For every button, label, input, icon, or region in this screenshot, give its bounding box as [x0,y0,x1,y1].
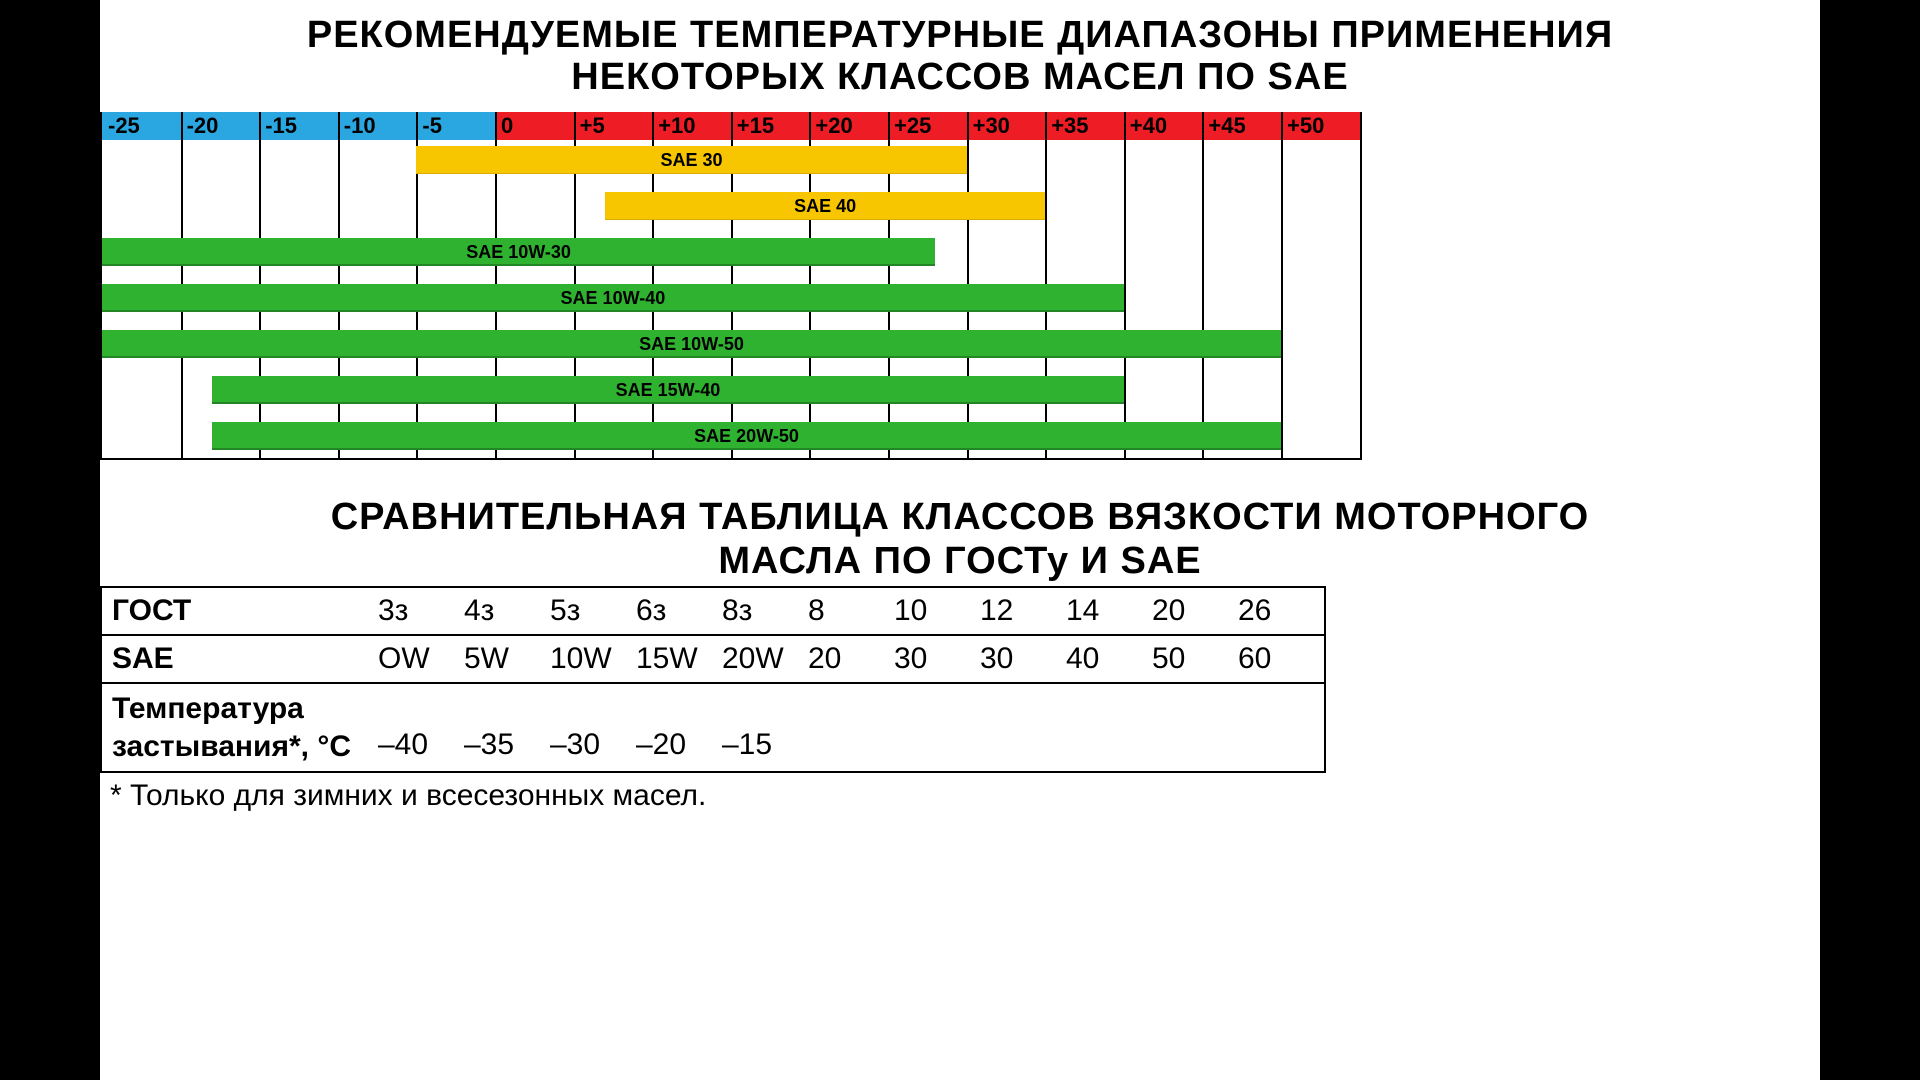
table-cell: 60 [1238,636,1324,682]
table-title-line1: СРАВНИТЕЛЬНАЯ ТАБЛИЦА КЛАССОВ ВЯЗКОСТИ М… [100,496,1820,539]
chart-title-line2: НЕКОТОРЫХ КЛАССОВ МАСЕЛ ПО SAE [100,56,1820,99]
sae-range-bar: SAE 40 [605,192,1045,220]
table-cell: 8з [722,588,808,634]
table-cell: 8 [808,588,894,634]
table-cell: –15 [722,684,808,771]
table-cell: 4з [464,588,550,634]
sae-range-bar: SAE 10W-50 [102,330,1281,358]
table-cell [894,684,980,771]
table-cell: OW [378,636,464,682]
table-cell [1066,684,1152,771]
table-cell: 40 [1066,636,1152,682]
temp-tick-label: +10 [652,112,731,140]
table-cell: 3з [378,588,464,634]
table-cell: 20W [722,636,808,682]
temp-tick-label: +20 [809,112,888,140]
temp-tick-label: +15 [731,112,810,140]
table-cell: 26 [1238,588,1324,634]
temp-tick-label: 0 [495,112,574,140]
table-cell: 14 [1066,588,1152,634]
table-cell: 10W [550,636,636,682]
temp-tick-label: -25 [102,112,181,140]
grid-line [1202,112,1204,458]
grid-line [1124,112,1126,458]
table-rowheader: SAE [102,636,378,682]
temp-tick-label: +35 [1045,112,1124,140]
table-cell: 15W [636,636,722,682]
temp-tick-label: +40 [1124,112,1203,140]
sae-range-bar: SAE 10W-30 [102,238,935,266]
table-row: ГОСТ3з4з5з6з8з81012142026 [102,588,1324,636]
table-cell [808,684,894,771]
table-cell: –40 [378,684,464,771]
temp-tick-label: -5 [416,112,495,140]
sae-range-bar: SAE 10W-40 [102,284,1124,312]
table-cell: 20 [1152,588,1238,634]
temp-tick-label: +50 [1281,112,1360,140]
table-row: SAEOW5W10W15W20W203030405060 [102,636,1324,684]
table-cell: –20 [636,684,722,771]
table-cell: 30 [980,636,1066,682]
temp-tick-label: -10 [338,112,417,140]
table-title-line2: МАСЛА ПО ГОСТу И SAE [100,540,1820,583]
temp-tick-label: -15 [259,112,338,140]
page: РЕКОМЕНДУЕМЫЕ ТЕМПЕРАТУРНЫЕ ДИАПАЗОНЫ ПР… [100,0,1820,1080]
temp-tick-label: +25 [888,112,967,140]
grid-line [1281,112,1283,458]
temperature-range-chart: -25-20-15-10-50+5+10+15+20+25+30+35+40+4… [100,112,1362,460]
table-cell: 12 [980,588,1066,634]
table-cell: 20 [808,636,894,682]
table-rowheader: ГОСТ [102,588,378,634]
table-cell: 30 [894,636,980,682]
sae-range-bar: SAE 15W-40 [212,376,1124,404]
table-footnote: * Только для зимних и всесезонных масел. [110,779,706,813]
temp-tick-label: -20 [181,112,260,140]
table-cell: –35 [464,684,550,771]
table-rowheader: Температуразастывания*, °C [102,684,378,771]
table-cell: 10 [894,588,980,634]
table-cell: –30 [550,684,636,771]
table-cell: 6з [636,588,722,634]
temp-tick-label: +30 [967,112,1046,140]
table-row: Температуразастывания*, °C–40–35–30–20–1… [102,684,1324,771]
temp-tick-label: +5 [574,112,653,140]
chart-title-line1: РЕКОМЕНДУЕМЫЕ ТЕМПЕРАТУРНЫЕ ДИАПАЗОНЫ ПР… [100,14,1820,57]
sae-range-bar: SAE 30 [416,146,966,174]
table-cell [1152,684,1238,771]
table-cell [980,684,1066,771]
table-cell [1238,684,1324,771]
temp-tick-label: +45 [1202,112,1281,140]
table-cell: 5W [464,636,550,682]
viscosity-comparison-table: ГОСТ3з4з5з6з8з81012142026SAEOW5W10W15W20… [100,586,1326,773]
sae-range-bar: SAE 20W-50 [212,422,1281,450]
table-cell: 5з [550,588,636,634]
table-cell: 50 [1152,636,1238,682]
